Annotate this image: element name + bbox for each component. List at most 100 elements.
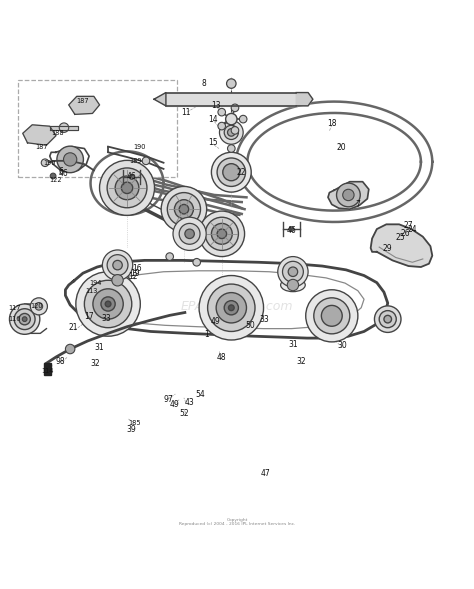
Circle shape	[113, 260, 122, 270]
Circle shape	[14, 309, 35, 330]
Circle shape	[239, 115, 247, 123]
Text: 33: 33	[260, 315, 269, 323]
Polygon shape	[50, 147, 89, 172]
Circle shape	[218, 123, 226, 130]
Circle shape	[167, 193, 201, 226]
Circle shape	[129, 174, 134, 179]
Text: 187: 187	[36, 144, 48, 150]
Circle shape	[217, 229, 227, 239]
Circle shape	[278, 257, 308, 287]
Circle shape	[179, 204, 189, 214]
Text: 52: 52	[179, 409, 189, 418]
Text: 188: 188	[52, 130, 64, 136]
Text: 12: 12	[128, 272, 137, 281]
Text: 32: 32	[90, 359, 100, 368]
Circle shape	[161, 187, 207, 232]
Text: 1: 1	[204, 330, 209, 339]
Circle shape	[107, 254, 128, 276]
Text: 29: 29	[383, 243, 392, 253]
Text: 6: 6	[58, 167, 63, 176]
Circle shape	[199, 276, 264, 340]
Circle shape	[226, 114, 237, 125]
Circle shape	[343, 189, 354, 201]
Polygon shape	[69, 97, 100, 114]
Text: 48: 48	[217, 353, 227, 362]
Circle shape	[287, 279, 299, 291]
Circle shape	[314, 298, 350, 334]
Circle shape	[224, 125, 238, 140]
Text: 190: 190	[134, 144, 146, 150]
Text: 50: 50	[246, 321, 255, 330]
Circle shape	[19, 313, 30, 325]
Circle shape	[227, 79, 236, 88]
Bar	[18, 80, 177, 177]
Circle shape	[22, 317, 27, 322]
Text: 27: 27	[404, 221, 413, 230]
Circle shape	[179, 223, 200, 244]
Polygon shape	[44, 363, 51, 375]
Polygon shape	[371, 224, 432, 267]
Circle shape	[306, 290, 358, 342]
Circle shape	[211, 223, 232, 244]
Polygon shape	[328, 181, 369, 209]
Circle shape	[107, 168, 147, 208]
Circle shape	[337, 183, 360, 207]
Ellipse shape	[281, 279, 305, 292]
Circle shape	[374, 306, 401, 332]
Circle shape	[199, 211, 245, 257]
Text: 49: 49	[211, 317, 220, 326]
Circle shape	[41, 159, 49, 167]
Circle shape	[205, 217, 238, 250]
Circle shape	[102, 250, 133, 280]
Circle shape	[321, 306, 342, 326]
Text: 30: 30	[337, 340, 347, 350]
Circle shape	[223, 164, 240, 181]
Text: 39: 39	[127, 425, 137, 434]
Circle shape	[174, 200, 193, 219]
Circle shape	[59, 123, 69, 133]
Circle shape	[219, 121, 243, 144]
Circle shape	[121, 182, 133, 194]
Circle shape	[30, 298, 47, 315]
Text: 20: 20	[337, 143, 346, 152]
Circle shape	[101, 297, 115, 311]
Circle shape	[166, 253, 173, 260]
Text: 8: 8	[201, 78, 206, 88]
Circle shape	[50, 173, 56, 179]
Text: 114: 114	[41, 368, 54, 374]
Text: 46: 46	[127, 173, 137, 181]
Circle shape	[228, 145, 235, 153]
Text: 185: 185	[129, 421, 141, 426]
Circle shape	[112, 274, 123, 286]
Circle shape	[208, 284, 255, 332]
Text: 190: 190	[44, 160, 56, 166]
Circle shape	[185, 229, 194, 239]
Circle shape	[216, 293, 246, 323]
Circle shape	[224, 300, 238, 315]
Circle shape	[65, 344, 75, 354]
Circle shape	[76, 272, 140, 336]
Text: 19: 19	[130, 269, 140, 277]
Text: 24: 24	[408, 224, 417, 234]
Text: 14: 14	[209, 115, 218, 124]
Circle shape	[100, 160, 155, 216]
Text: 17: 17	[84, 312, 94, 321]
Circle shape	[9, 304, 40, 335]
Text: 120: 120	[31, 303, 43, 309]
Text: 113: 113	[85, 287, 97, 294]
Text: 187: 187	[77, 98, 89, 104]
Circle shape	[228, 305, 234, 310]
Circle shape	[288, 267, 298, 276]
Text: 7: 7	[356, 200, 360, 209]
Polygon shape	[154, 92, 166, 106]
Text: 54: 54	[195, 389, 205, 399]
Circle shape	[211, 153, 251, 192]
Polygon shape	[166, 92, 296, 106]
Circle shape	[289, 227, 294, 231]
Text: 31: 31	[288, 340, 298, 349]
Text: 15: 15	[209, 138, 218, 147]
Circle shape	[217, 158, 246, 187]
Text: 16: 16	[133, 264, 142, 273]
Circle shape	[173, 217, 206, 250]
Circle shape	[142, 157, 150, 164]
